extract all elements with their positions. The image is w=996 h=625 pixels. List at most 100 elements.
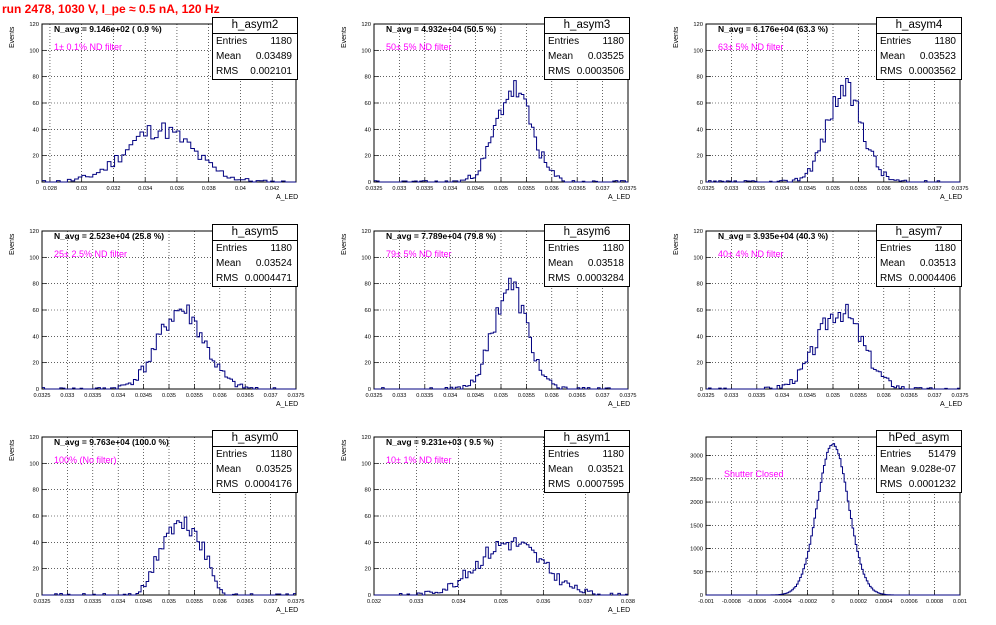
stats-row-mean: Mean 0.03524: [213, 256, 297, 271]
y-tick-label: 40: [33, 127, 39, 133]
x-tick-label: 0.034: [775, 186, 789, 192]
histogram-panel-h_asym6: 0.0325 0.033 0.0335 0.034 0.0345 0.035 0.0355 0…: [334, 224, 648, 419]
x-tick-label: 0.0355: [850, 186, 867, 192]
histogram-name: h_asym1: [545, 431, 629, 447]
x-tick-label: 0.0375: [951, 393, 968, 399]
y-tick-label: 60: [697, 101, 703, 107]
stats-value: 0.03525: [587, 51, 624, 62]
y-tick-label: 60: [365, 514, 371, 520]
y-tick-label: 60: [697, 308, 703, 314]
stats-label: Mean: [548, 464, 574, 475]
x-tick-label: -0.0002: [798, 599, 817, 605]
x-axis-label: A_LED: [608, 194, 631, 201]
stats-row-entries: Entries 1180: [213, 241, 297, 256]
histogram-panel-h_asym5: 0.0325 0.033 0.0335 0.034 0.0345 0.035 0.0355 0…: [2, 224, 316, 419]
stats-row-rms: RMS 0.0003562: [877, 64, 961, 79]
x-tick-label: 0.0335: [416, 393, 433, 399]
stats-box: h_asym3 Entries 1180 Mean 0.03525 RMS 0.000350…: [544, 17, 630, 80]
stats-value: 1180: [934, 36, 956, 47]
x-tick-label: 0.035: [162, 393, 176, 399]
filter-annotation: 40± 4% ND filter: [718, 249, 784, 259]
x-tick-label: 0.028: [43, 186, 57, 192]
stats-label: Mean: [880, 258, 906, 269]
stats-label: Entries: [548, 449, 580, 460]
x-tick-label: 0.0325: [365, 186, 382, 192]
y-tick-label: 2000: [690, 500, 703, 506]
x-tick-label: 0.0365: [569, 186, 586, 192]
histogram-line: [706, 78, 960, 183]
histogram-panel-h_asym1: 0.032 0.033 0.034 0.035 0.036 0.037 0.038 0 20 40…: [334, 430, 648, 625]
stats-row-rms: RMS 0.0004471: [213, 271, 297, 286]
x-tick-label: 0.03: [76, 186, 87, 192]
histogram-line: [42, 516, 296, 596]
stats-value: 0.03524: [255, 258, 292, 269]
stats-value: 51479: [928, 449, 956, 460]
stats-row-rms: RMS 0.0001232: [877, 477, 961, 492]
y-tick-label: 3000: [690, 454, 703, 460]
y-tick-label: 20: [365, 361, 371, 367]
x-tick-label: 0.0008: [926, 599, 943, 605]
x-tick-label: -0.0004: [773, 599, 792, 605]
stats-label: RMS: [548, 273, 571, 284]
navg-annotation: N_avg = 6.176e+04 (63.3 %): [718, 24, 829, 34]
y-tick-label: 0: [36, 593, 39, 599]
x-tick-label: 0.0002: [850, 599, 867, 605]
x-tick-label: 0.032: [106, 186, 120, 192]
x-tick-label: 0.033: [409, 599, 423, 605]
stats-value: 1180: [602, 449, 624, 460]
histogram-plot-h_asym1: 0.032 0.033 0.034 0.035 0.036 0.037 0.038 0 20 40…: [361, 435, 635, 605]
x-tick-label: 0.0345: [135, 599, 152, 605]
y-tick-label: 80: [365, 282, 371, 288]
x-tick-label: 0.0355: [518, 393, 535, 399]
x-axis-label: A_LED: [608, 401, 631, 408]
stats-row-mean: Mean 0.03525: [545, 49, 629, 64]
x-tick-label: 0.0345: [467, 186, 484, 192]
stats-label: RMS: [880, 273, 903, 284]
x-tick-label: 0.033: [724, 393, 738, 399]
stats-label: Entries: [880, 36, 912, 47]
x-tick-label: 0.037: [579, 599, 593, 605]
x-tick-label: 0.036: [545, 393, 559, 399]
x-tick-label: 0.033: [392, 186, 406, 192]
y-tick-label: 100: [29, 255, 39, 261]
x-tick-label: 0.0325: [365, 393, 382, 399]
filter-annotation: 25± 2.5% ND filter: [54, 249, 127, 259]
y-tick-label: 0: [36, 387, 39, 393]
stats-value: 0.0007595: [576, 479, 624, 490]
histogram-line: [42, 122, 296, 183]
stats-value: 0.03518: [587, 258, 624, 269]
y-tick-label: 20: [33, 361, 39, 367]
stats-value: 0.0004406: [908, 273, 956, 284]
stats-label: RMS: [880, 66, 903, 77]
stats-box: h_asym7 Entries 1180 Mean 0.03513 RMS 0.000440…: [876, 224, 962, 287]
stats-value: 1180: [270, 449, 292, 460]
stats-value: 9.028e-07: [910, 464, 956, 475]
x-tick-label: 0.0365: [901, 393, 918, 399]
x-tick-label: 0.035: [826, 186, 840, 192]
y-tick-label: 80: [33, 488, 39, 494]
stats-label: RMS: [216, 66, 239, 77]
y-tick-label: 100: [361, 48, 371, 54]
y-tick-label: 20: [365, 154, 371, 160]
x-tick-label: 0.033: [60, 393, 74, 399]
y-tick-label: 0: [36, 180, 39, 186]
navg-annotation: N_avg = 3.935e+04 (40.3 %): [718, 231, 829, 241]
stats-box: h_asym0 Entries 1180 Mean 0.03525 RMS 0.000417…: [212, 430, 298, 493]
y-axis-label: Events: [341, 439, 348, 461]
stats-row-mean: Mean 0.03518: [545, 256, 629, 271]
x-tick-label: 0.034: [443, 393, 457, 399]
y-tick-label: 80: [697, 75, 703, 81]
stats-value: 0.03521: [587, 464, 624, 475]
x-tick-label: 0.0355: [850, 393, 867, 399]
stats-value: 0.03489: [255, 51, 292, 62]
histogram-plot-hPed_asym: -0.001 -0.0008 -0.0006 -0.0004 -0.0002 0 0.000…: [690, 436, 967, 605]
stats-value: 0.0003284: [576, 273, 624, 284]
histogram-plot-h_asym7: 0.0325 0.033 0.0335 0.034 0.0345 0.035 0.0355 0…: [693, 229, 968, 399]
y-axis-label: Events: [673, 26, 680, 48]
stats-value: 0.03523: [919, 51, 956, 62]
x-tick-label: -0.0008: [722, 599, 741, 605]
x-tick-label: 0.033: [724, 186, 738, 192]
filter-annotation: 79± 5% ND filter: [386, 249, 452, 259]
x-axis-label: A_LED: [940, 194, 963, 201]
x-tick-label: 0.0365: [237, 393, 254, 399]
